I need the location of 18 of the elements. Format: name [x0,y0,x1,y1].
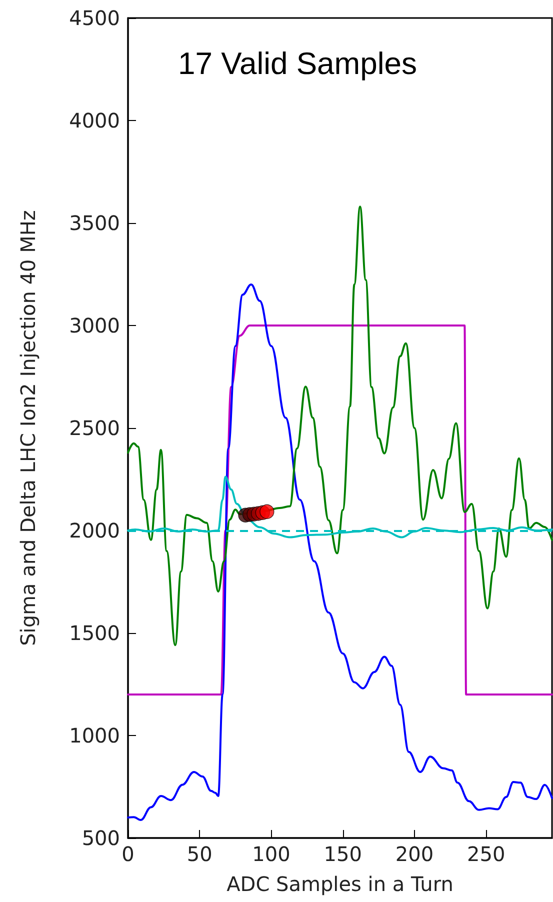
y-tick-label: 1500 [69,621,120,645]
y-tick-label: 1000 [69,724,120,748]
y-tick-label: 4500 [69,6,120,30]
y-tick-label: 2000 [69,518,120,542]
annotation: 17 Valid Samples [178,46,417,81]
x-axis-title: ADC Samples in a Turn [226,872,454,896]
x-tick-label: 100 [252,842,290,866]
y-tick-label: 2500 [69,416,120,440]
y-tick-label: 4000 [69,108,120,132]
x-tick-label: 250 [467,842,506,866]
y-axis-title: Sigma and Delta LHC Ion2 Injection 40 MHz [16,210,40,646]
x-tick-label: 50 [186,842,212,866]
y-tick-label: 3500 [69,211,120,235]
x-tick-label: 150 [324,842,362,866]
x-tick-label: 0 [122,842,134,866]
y-tick-label: 3000 [69,314,120,338]
y-tick-label: 500 [82,826,120,850]
x-tick-label: 200 [395,842,434,866]
